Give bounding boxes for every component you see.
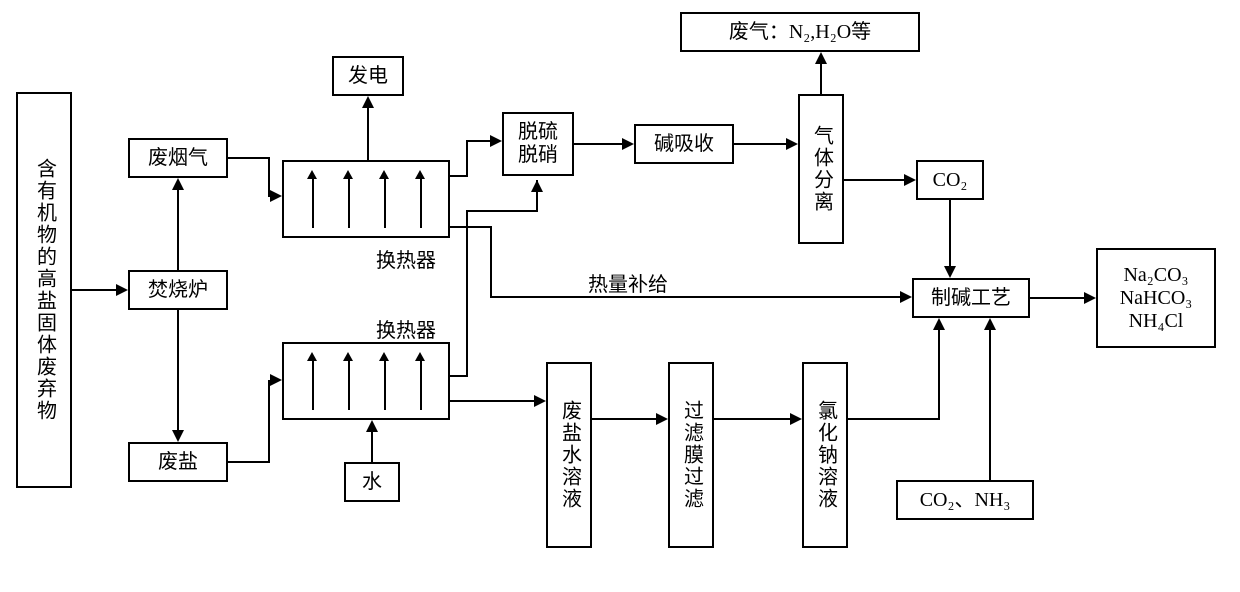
salt-solution-text: 废盐水溶液 — [558, 400, 581, 510]
arrow — [466, 140, 490, 142]
waste-salt-text: 废盐 — [158, 451, 198, 474]
arrow-head — [656, 413, 668, 425]
arrow — [1030, 297, 1084, 299]
arrow — [490, 226, 492, 296]
arrow-head — [622, 138, 634, 150]
arrow — [592, 418, 656, 420]
desulf-text: 脱硫 脱硝 — [518, 121, 558, 167]
input-box: 含有机物的高盐固体废弃物 — [16, 92, 72, 488]
arrow — [734, 143, 786, 145]
arrow-head — [270, 190, 282, 202]
flue-gas-box: 废烟气 — [128, 138, 228, 178]
arrow — [367, 108, 369, 160]
arrow-head — [116, 284, 128, 296]
soda-process-box: 制碱工艺 — [912, 278, 1030, 318]
salt-solution-box: 废盐水溶液 — [546, 362, 592, 548]
arrow — [938, 330, 940, 420]
co2-nh3-text: CO₂、NH₃ — [920, 489, 1011, 512]
arrow — [177, 310, 179, 430]
arrow-head — [904, 174, 916, 186]
nacl-sol-box: 氯化钠溶液 — [802, 362, 848, 548]
arrow — [450, 400, 534, 402]
membrane-box: 过滤膜过滤 — [668, 362, 714, 548]
co2-nh3-box: CO₂、NH₃ — [896, 480, 1034, 520]
arrow — [844, 179, 904, 181]
products-text: Na₂CO₃ NaHCO₃ NH₄Cl — [1120, 264, 1193, 333]
input-text: 含有机物的高盐固体废弃物 — [33, 158, 56, 422]
arrow-head — [362, 96, 374, 108]
arrow-head — [944, 266, 956, 278]
arrow-head — [270, 374, 282, 386]
gas-sep-box: 气体分离 — [798, 94, 844, 244]
arrow — [450, 375, 466, 377]
power-box: 发电 — [332, 56, 404, 96]
incinerator-box: 焚烧炉 — [128, 270, 228, 310]
arrow — [490, 296, 900, 298]
arrow-head — [790, 413, 802, 425]
waste-salt-box: 废盐 — [128, 442, 228, 482]
alkali-absorb-text: 碱吸收 — [654, 133, 714, 156]
arrow-head — [534, 395, 546, 407]
arrow — [268, 380, 270, 463]
gas-sep-text: 气体分离 — [810, 125, 833, 213]
arrow — [714, 418, 790, 420]
arrow-head — [366, 420, 378, 432]
arrow — [466, 140, 468, 177]
power-text: 发电 — [348, 65, 388, 88]
arrow — [949, 200, 951, 266]
soda-process-text: 制碱工艺 — [931, 287, 1011, 310]
exhaust-text: 废气：N₂,H₂O等 — [729, 21, 871, 44]
membrane-text: 过滤膜过滤 — [680, 400, 703, 510]
arrow-head — [490, 135, 502, 147]
co2-box: CO₂ — [916, 160, 984, 200]
arrow — [450, 226, 492, 228]
arrow — [536, 180, 538, 212]
co2-text: CO₂ — [933, 169, 968, 192]
arrow-head — [1084, 292, 1096, 304]
arrow-head — [815, 52, 827, 64]
nacl-sol-text: 氯化钠溶液 — [814, 400, 837, 510]
arrow — [450, 175, 466, 177]
arrow — [574, 143, 622, 145]
arrow — [371, 432, 373, 462]
products-box: Na₂CO₃ NaHCO₃ NH₄Cl — [1096, 248, 1216, 348]
water-box: 水 — [344, 462, 400, 502]
arrow — [466, 210, 468, 377]
arrow — [820, 64, 822, 94]
arrow — [466, 210, 536, 212]
arrow — [848, 418, 940, 420]
arrow — [989, 330, 991, 480]
heat-exchanger-1 — [282, 160, 450, 238]
arrow-head — [172, 430, 184, 442]
heat-supply-label: 热量补给 — [588, 268, 668, 297]
exhaust-box: 废气：N₂,H₂O等 — [680, 12, 920, 52]
arrow — [72, 289, 116, 291]
arrow — [228, 157, 270, 159]
hex2-label: 换热器 — [376, 314, 436, 343]
arrow-head — [933, 318, 945, 330]
arrow — [228, 461, 270, 463]
arrow-head — [900, 291, 912, 303]
arrow-head — [984, 318, 996, 330]
desulf-box: 脱硫 脱硝 — [502, 112, 574, 176]
arrow-head — [172, 178, 184, 190]
hex1-label: 换热器 — [376, 244, 436, 273]
arrow — [177, 190, 179, 270]
heat-exchanger-2 — [282, 342, 450, 420]
incinerator-text: 焚烧炉 — [148, 279, 208, 302]
water-text: 水 — [362, 471, 382, 494]
flue-gas-text: 废烟气 — [148, 147, 208, 170]
alkali-absorb-box: 碱吸收 — [634, 124, 734, 164]
arrow-head — [786, 138, 798, 150]
